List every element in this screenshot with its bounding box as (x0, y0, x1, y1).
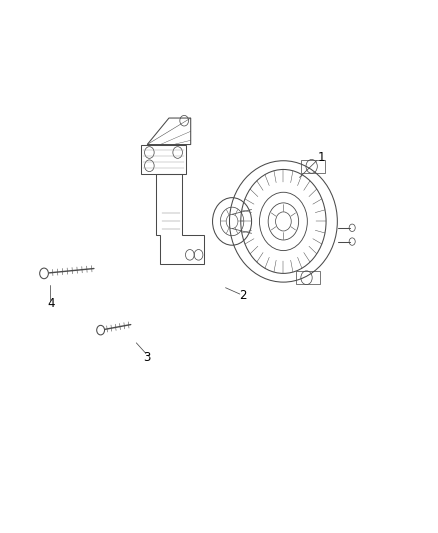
Text: 3: 3 (144, 351, 151, 364)
Text: 4: 4 (48, 297, 55, 310)
Text: 1: 1 (318, 151, 325, 164)
Text: 2: 2 (239, 289, 247, 302)
